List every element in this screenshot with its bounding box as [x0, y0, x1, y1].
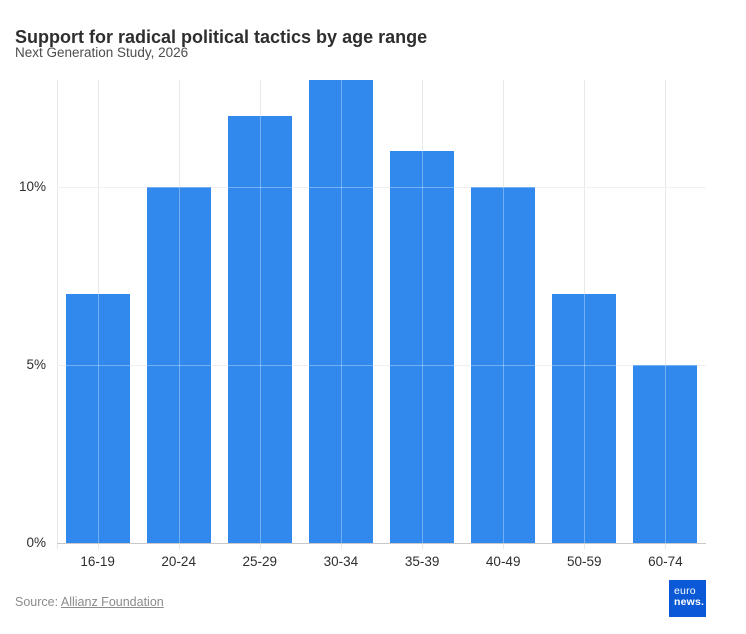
euronews-logo-line2: news. — [674, 596, 705, 608]
plot-left-gridline — [57, 80, 58, 549]
bar — [552, 293, 617, 543]
bar-center-gridline-highlight — [422, 151, 424, 543]
chart-subtitle: Next Generation Study, 2026 — [15, 45, 189, 60]
bar — [390, 151, 455, 543]
bar — [308, 80, 373, 543]
chart-title: Support for radical political tactics by… — [15, 27, 428, 48]
bar — [146, 186, 211, 543]
y-gridline — [57, 364, 706, 366]
x-axis-tick-label: 35-39 — [404, 554, 440, 569]
bar-center-gridline-highlight — [503, 186, 505, 543]
source-line: Source: Allianz Foundation — [15, 595, 164, 609]
bar — [471, 186, 536, 543]
x-axis-tick-label: 50-59 — [567, 554, 602, 569]
y-gridline — [57, 186, 706, 188]
x-axis-tick-label: 16-19 — [80, 554, 115, 569]
bar-center-gridline-highlight — [97, 293, 99, 543]
euronews-logo-line1: euro — [674, 585, 696, 597]
bar — [65, 293, 130, 543]
y-axis-tick-label: 5% — [26, 356, 46, 372]
bar — [633, 364, 698, 543]
bar-center-gridline-highlight — [178, 186, 180, 543]
y-axis-tick-label: 0% — [26, 535, 46, 550]
x-axis-tick-label: 60-74 — [648, 554, 683, 569]
y-gridline-highlight — [57, 186, 706, 188]
bar — [227, 115, 292, 543]
x-axis-tick-label: 25-29 — [242, 554, 278, 569]
y-gridline-highlight — [57, 364, 706, 366]
x-axis-tick-label: 40-49 — [485, 554, 521, 569]
bar-center-gridline-highlight — [665, 364, 667, 543]
y-axis-tick-label: 10% — [18, 178, 46, 194]
bar-center-gridline-highlight — [340, 80, 342, 543]
bar-center-gridline-highlight — [259, 115, 261, 543]
source-prefix: Source: — [15, 595, 59, 609]
x-axis-tick-label: 30-34 — [323, 554, 359, 569]
bar-center-gridline-highlight — [584, 293, 586, 543]
x-axis-baseline — [57, 543, 706, 544]
source-link[interactable]: Allianz Foundation — [60, 595, 164, 609]
euronews-logo: euro news. — [669, 580, 706, 617]
category-gridline — [665, 80, 667, 549]
x-axis-tick-label: 20-24 — [161, 554, 196, 569]
